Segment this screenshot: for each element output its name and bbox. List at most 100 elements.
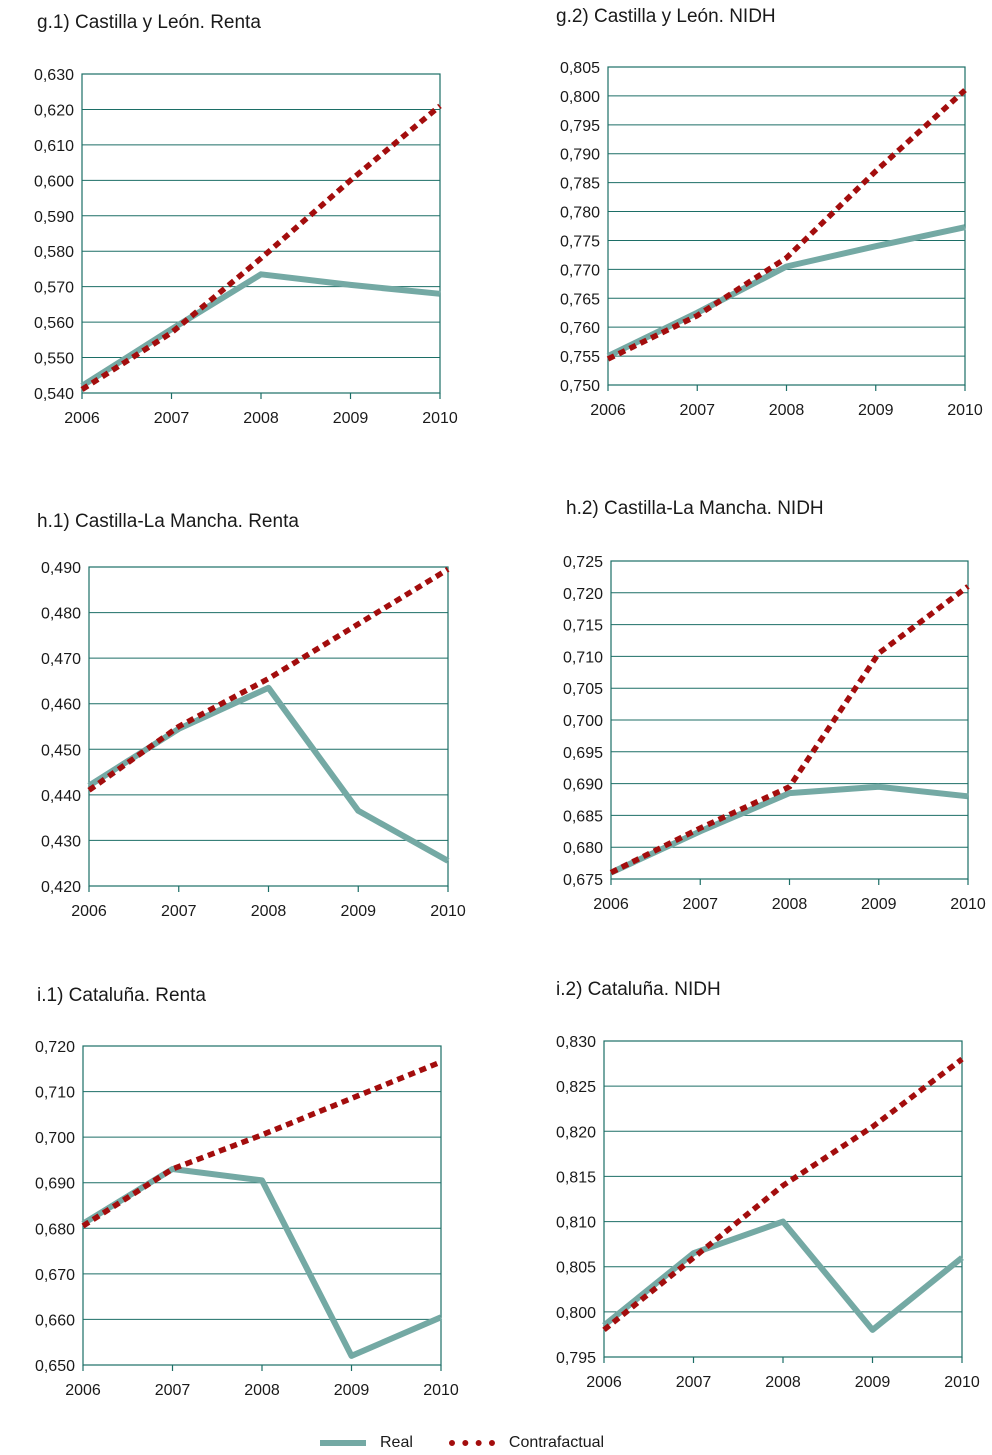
y-tick-label: 0,470 <box>41 651 81 668</box>
x-tick-label: 2007 <box>155 1382 191 1399</box>
y-tick-label: 0,600 <box>34 173 74 190</box>
y-tick-label: 0,490 <box>41 560 81 577</box>
y-tick-label: 0,780 <box>560 205 600 222</box>
series-line-contrafactual <box>602 1056 964 1333</box>
x-tick-label: 2007 <box>161 903 197 920</box>
chart-panel: h.1) Castilla-La Mancha. Renta 0,420 0,430… <box>37 511 466 920</box>
y-tick-label: 0,685 <box>563 808 603 825</box>
series-line-real <box>87 684 450 864</box>
y-tick-label: 0,825 <box>556 1079 596 1096</box>
x-tick-label: 2008 <box>765 1374 801 1391</box>
x-tick-label: 2006 <box>590 402 626 419</box>
y-tick-label: 0,815 <box>556 1169 596 1186</box>
y-tick-label: 0,420 <box>41 879 81 896</box>
y-tick-label: 0,660 <box>35 1312 75 1329</box>
y-tick-label: 0,790 <box>560 147 600 164</box>
x-tick-label: 2009 <box>855 1374 891 1391</box>
y-tick-label: 0,820 <box>556 1124 596 1141</box>
y-tick-label: 0,690 <box>35 1176 75 1193</box>
y-tick-label: 0,800 <box>556 1305 596 1322</box>
y-tick-label: 0,570 <box>34 280 74 297</box>
y-tick-label: 0,775 <box>560 233 600 250</box>
legend-item-contrafactual: Contrafactual <box>448 1434 604 1452</box>
plot-frame <box>603 1040 963 1358</box>
x-tick-label: 2006 <box>593 896 629 913</box>
y-tick-label: 0,765 <box>560 291 600 308</box>
x-tick-label: 2006 <box>65 1382 101 1399</box>
y-tick-label: 0,675 <box>563 872 603 889</box>
x-tick-label: 2006 <box>586 1374 622 1391</box>
y-tick-label: 0,695 <box>563 745 603 762</box>
legend-swatch-contrafactual <box>448 1440 495 1446</box>
y-tick-label: 0,710 <box>563 649 603 666</box>
x-tick-label: 2010 <box>944 1374 980 1391</box>
x-tick-label: 2008 <box>244 1382 280 1399</box>
plot-frame <box>88 566 449 887</box>
series-line-contrafactual <box>609 584 970 876</box>
y-tick-label: 0,440 <box>41 788 81 805</box>
y-tick-label: 0,720 <box>563 586 603 603</box>
x-tick-label: 2009 <box>861 896 897 913</box>
y-tick-label: 0,450 <box>41 742 81 759</box>
y-tick-label: 0,760 <box>560 320 600 337</box>
x-tick-label: 2008 <box>243 410 279 427</box>
x-tick-label: 2008 <box>772 896 808 913</box>
y-tick-label: 0,750 <box>560 378 600 395</box>
y-tick-label: 0,480 <box>41 606 81 623</box>
series-line-contrafactual <box>606 88 967 362</box>
x-tick-label: 2010 <box>423 1382 459 1399</box>
y-tick-label: 0,670 <box>35 1267 75 1284</box>
plot-frame <box>81 73 441 394</box>
y-tick-label: 0,795 <box>560 118 600 135</box>
series-line-contrafactual <box>81 1059 443 1229</box>
y-tick-label: 0,800 <box>560 89 600 106</box>
x-tick-label: 2007 <box>676 1374 712 1391</box>
y-tick-label: 0,610 <box>34 138 74 155</box>
series-line-real <box>609 783 969 876</box>
chart-title: i.1) Cataluña. Renta <box>37 985 206 1006</box>
y-tick-label: 0,785 <box>560 176 600 193</box>
x-tick-label: 2007 <box>682 896 718 913</box>
y-tick-label: 0,620 <box>34 102 74 119</box>
x-tick-label: 2009 <box>334 1382 370 1399</box>
chart-title: g.2) Castilla y León. NIDH <box>556 6 776 27</box>
chart-panel: i.1) Cataluña. Renta 0,650 0,660 0,670 0,680… <box>35 985 459 1399</box>
y-tick-label: 0,810 <box>556 1215 596 1232</box>
x-tick-label: 2010 <box>422 410 458 427</box>
y-tick-label: 0,650 <box>35 1358 75 1375</box>
chart-title: g.1) Castilla y León. Renta <box>37 12 261 33</box>
y-tick-label: 0,755 <box>560 349 600 366</box>
series-line-real <box>80 271 441 389</box>
y-tick-label: 0,550 <box>34 351 74 368</box>
y-tick-label: 0,560 <box>34 315 74 332</box>
x-tick-label: 2007 <box>679 402 715 419</box>
chart-panel: h.2) Castilla-La Mancha. NIDH 0,675 0,680 0… <box>563 498 986 913</box>
x-tick-label: 2007 <box>154 410 190 427</box>
y-tick-label: 0,700 <box>35 1130 75 1147</box>
chart-title: h.1) Castilla-La Mancha. Renta <box>37 511 299 532</box>
y-tick-label: 0,690 <box>563 777 603 794</box>
y-tick-label: 0,795 <box>556 1350 596 1367</box>
y-tick-label: 0,830 <box>556 1034 596 1051</box>
plot-frame <box>82 1045 442 1366</box>
y-tick-label: 0,540 <box>34 386 74 403</box>
y-tick-label: 0,720 <box>35 1039 75 1056</box>
y-tick-label: 0,725 <box>563 554 603 571</box>
y-tick-label: 0,680 <box>563 840 603 857</box>
y-tick-label: 0,460 <box>41 697 81 714</box>
chart-panel: i.2) Cataluña. NIDH 0,795 0,800 0,805 0,810 0… <box>556 979 980 1391</box>
legend-label-real: Real <box>380 1434 413 1451</box>
x-tick-label: 2009 <box>858 402 894 419</box>
chart-panel: g.2) Castilla y León. NIDH 0,750 0,755 0,76… <box>556 6 983 419</box>
legend: Real Contrafactual <box>320 1432 640 1454</box>
x-tick-label: 2008 <box>769 402 805 419</box>
x-tick-label: 2010 <box>947 402 983 419</box>
y-tick-label: 0,700 <box>563 713 603 730</box>
series-line-contrafactual <box>80 103 442 392</box>
chart-title: h.2) Castilla-La Mancha. NIDH <box>566 498 824 519</box>
chart-panel: g.1) Castilla y León. Renta 0,540 0,550 0,5… <box>34 12 458 427</box>
y-tick-label: 0,590 <box>34 209 74 226</box>
x-tick-label: 2010 <box>430 903 466 920</box>
y-tick-label: 0,680 <box>35 1221 75 1238</box>
